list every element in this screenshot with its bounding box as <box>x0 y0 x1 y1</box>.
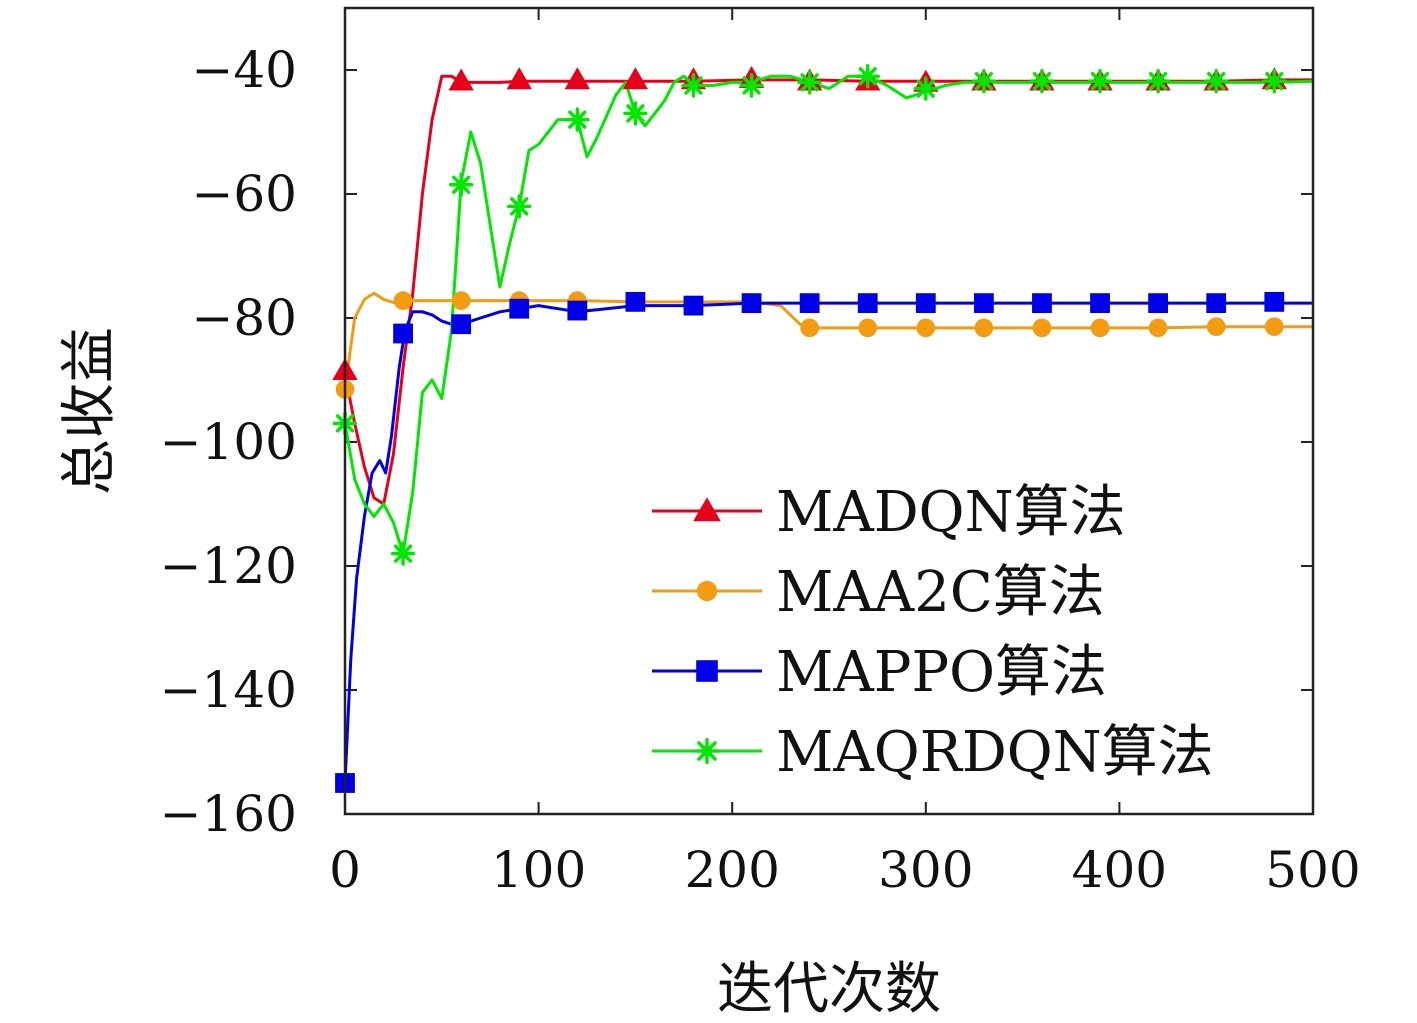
x-axis-title: 迭代次数 <box>717 957 941 1022</box>
circle-marker <box>451 291 471 310</box>
square-marker <box>1206 293 1227 314</box>
circle-marker <box>393 291 413 310</box>
star-marker <box>507 194 532 219</box>
legend-label: MAQRDQN算法 <box>776 720 1214 785</box>
square-marker <box>393 323 413 344</box>
triangle-marker <box>564 67 590 90</box>
circle-marker <box>916 318 936 338</box>
plot-frame <box>343 6 1315 816</box>
y-tick-label: −60 <box>191 165 297 223</box>
square-marker <box>741 293 762 314</box>
series-markers-3 <box>332 64 1287 566</box>
y-tick-label: −140 <box>160 661 297 719</box>
triangle-marker <box>622 67 649 90</box>
star-marker <box>1029 68 1055 94</box>
x-tick-label: 100 <box>491 841 586 899</box>
circle-marker <box>1206 317 1226 337</box>
star-marker <box>693 737 721 765</box>
x-tick-label: 200 <box>684 841 779 899</box>
star-marker <box>623 101 648 126</box>
x-tick-label: 300 <box>878 841 973 899</box>
legend-label: MADQN算法 <box>776 480 1126 545</box>
triangle-marker <box>693 497 721 522</box>
x-tick-label: 0 <box>329 841 361 899</box>
star-marker <box>1087 68 1113 94</box>
y-tick-label: −120 <box>160 537 297 595</box>
y-tick-label: −160 <box>160 785 297 843</box>
star-marker <box>565 107 590 132</box>
square-marker <box>1032 293 1052 314</box>
square-marker <box>567 300 588 321</box>
circle-marker <box>800 318 819 338</box>
square-marker <box>799 293 820 314</box>
star-marker <box>855 64 880 89</box>
star-marker <box>681 73 706 98</box>
square-marker <box>1090 293 1110 314</box>
y-tick-label: −100 <box>160 413 297 471</box>
legend-item: MAQRDQN算法 <box>652 720 1214 785</box>
square-marker <box>857 293 878 314</box>
tick-labels: 0 100 200 300 400 500 −160 −140 −120 −100 −80 −60 −4… <box>160 41 1361 899</box>
x-tick-label: 500 <box>1265 841 1360 899</box>
star-marker <box>971 68 997 94</box>
y-tick-label: −40 <box>191 41 297 99</box>
legend: MADQN算法 MAA2C算法 MAPPO算法 MAQRDQN算法 <box>652 480 1214 785</box>
y-tick-label: −80 <box>191 289 297 347</box>
circle-marker <box>1090 318 1110 338</box>
star-marker <box>1204 68 1229 94</box>
legend-item: MAPPO算法 <box>652 640 1107 705</box>
square-marker <box>451 314 472 335</box>
star-marker <box>1145 68 1171 94</box>
circle-marker <box>974 318 994 338</box>
legend-item: MAA2C算法 <box>652 560 1105 625</box>
y-axis-title: 总收益 <box>57 327 122 495</box>
circle-marker <box>1032 318 1052 338</box>
star-marker <box>390 541 416 566</box>
series-markers <box>332 64 1287 793</box>
series-markers-1 <box>335 291 1284 399</box>
square-marker <box>973 293 994 314</box>
x-tick-label: 400 <box>1072 841 1167 899</box>
triangle-marker <box>448 68 474 91</box>
circle-marker <box>696 580 718 602</box>
square-marker <box>696 660 718 682</box>
star-marker <box>448 172 474 197</box>
star-marker <box>1262 68 1287 94</box>
circle-marker <box>858 318 878 338</box>
square-marker <box>509 298 530 319</box>
legend-label: MAA2C算法 <box>776 560 1105 625</box>
square-marker <box>1148 293 1169 314</box>
star-marker <box>913 76 938 101</box>
square-marker <box>625 291 646 312</box>
square-marker <box>683 295 704 316</box>
circle-marker <box>1148 318 1168 338</box>
triangle-marker <box>506 67 532 90</box>
star-marker <box>797 70 822 95</box>
star-marker <box>739 73 764 98</box>
square-marker <box>915 293 936 314</box>
square-marker <box>1264 291 1285 312</box>
legend-item: MADQN算法 <box>652 480 1126 545</box>
series-markers-2 <box>335 291 1285 793</box>
circle-marker <box>1264 317 1284 337</box>
legend-label: MAPPO算法 <box>776 640 1107 705</box>
